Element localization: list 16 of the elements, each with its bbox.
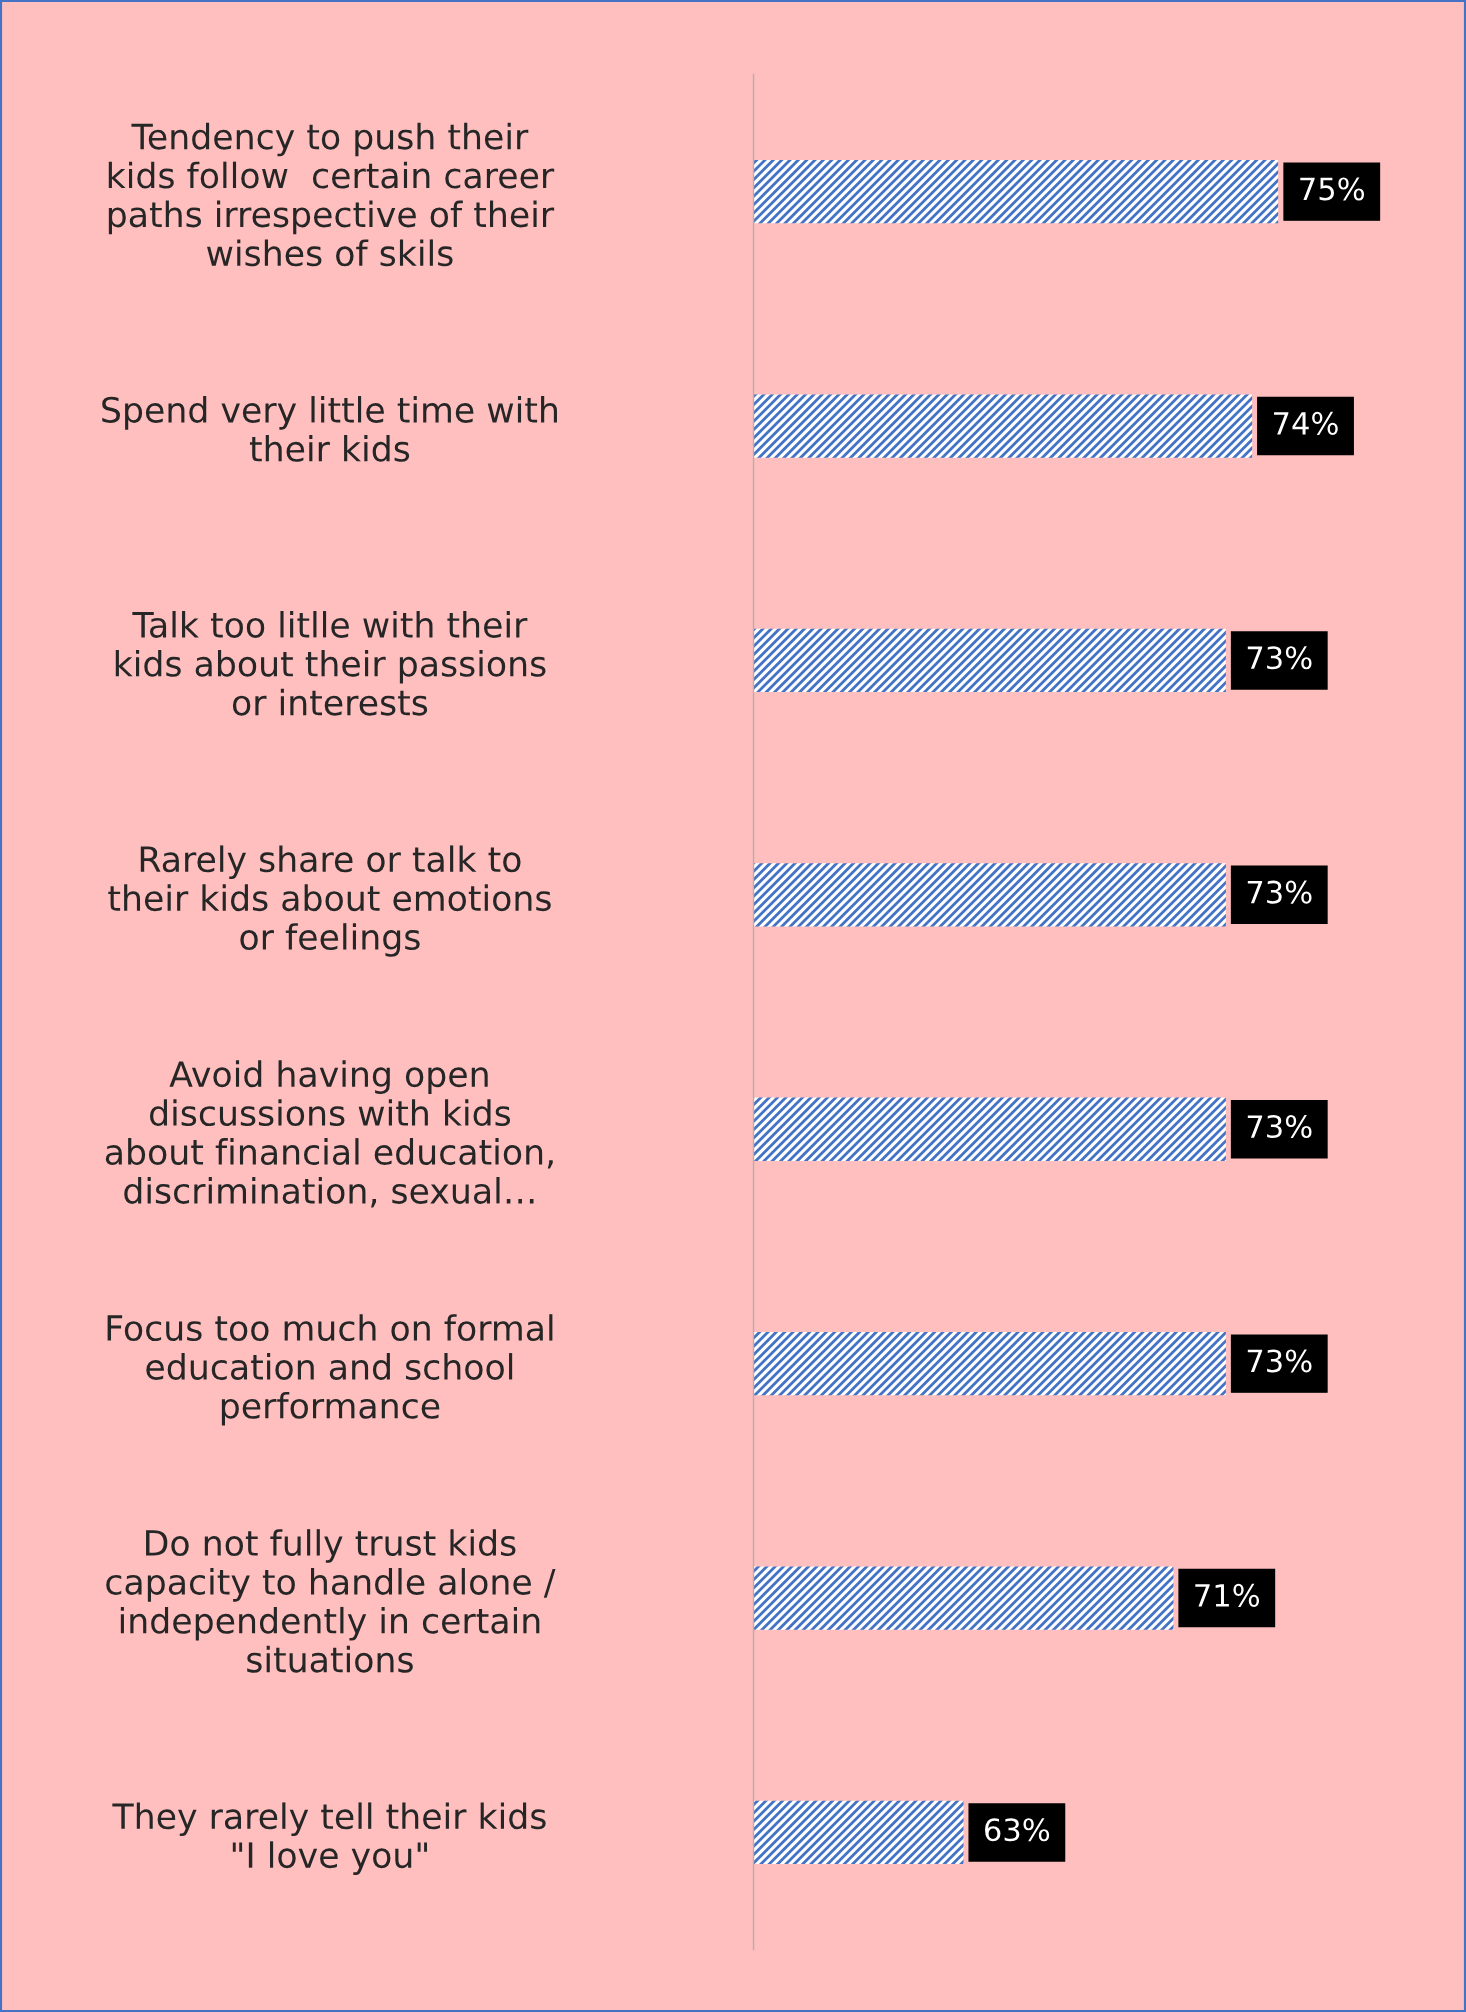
data-label: 73% — [1247, 880, 1312, 904]
y-tick-label: Talk too litlle with their kids about their passions or interests — [115, 611, 546, 716]
y-tick-label: Rarely share or talk to their kids about emotions or feelings — [108, 845, 551, 957]
data-label: 63% — [985, 1818, 1050, 1842]
y-tick-label: Avoid having open discussions with kids about financial education, discrimination, sexual… — [105, 1060, 553, 1208]
data-label: 74% — [1274, 411, 1338, 435]
data-label: 75% — [1300, 177, 1365, 201]
data-label: 71% — [1195, 1583, 1260, 1607]
y-tick-label: They rarely tell their kids "I love you" — [112, 1802, 546, 1875]
data-label: 73% — [1247, 646, 1312, 670]
y-tick-label: Do not fully trust kids capacity to handle alone / independently in certain situations — [106, 1529, 556, 1673]
data-label: 73% — [1247, 1114, 1312, 1139]
y-tick-label: Spend very little time with their kids — [102, 396, 557, 462]
y-tick-label: Focus too much on formal education and school performance — [107, 1314, 553, 1426]
y-tick-label: Tendency to push their kids follow certain career paths irrespective of their wishes of skils — [108, 122, 555, 267]
data-label: 73% — [1247, 1349, 1312, 1373]
